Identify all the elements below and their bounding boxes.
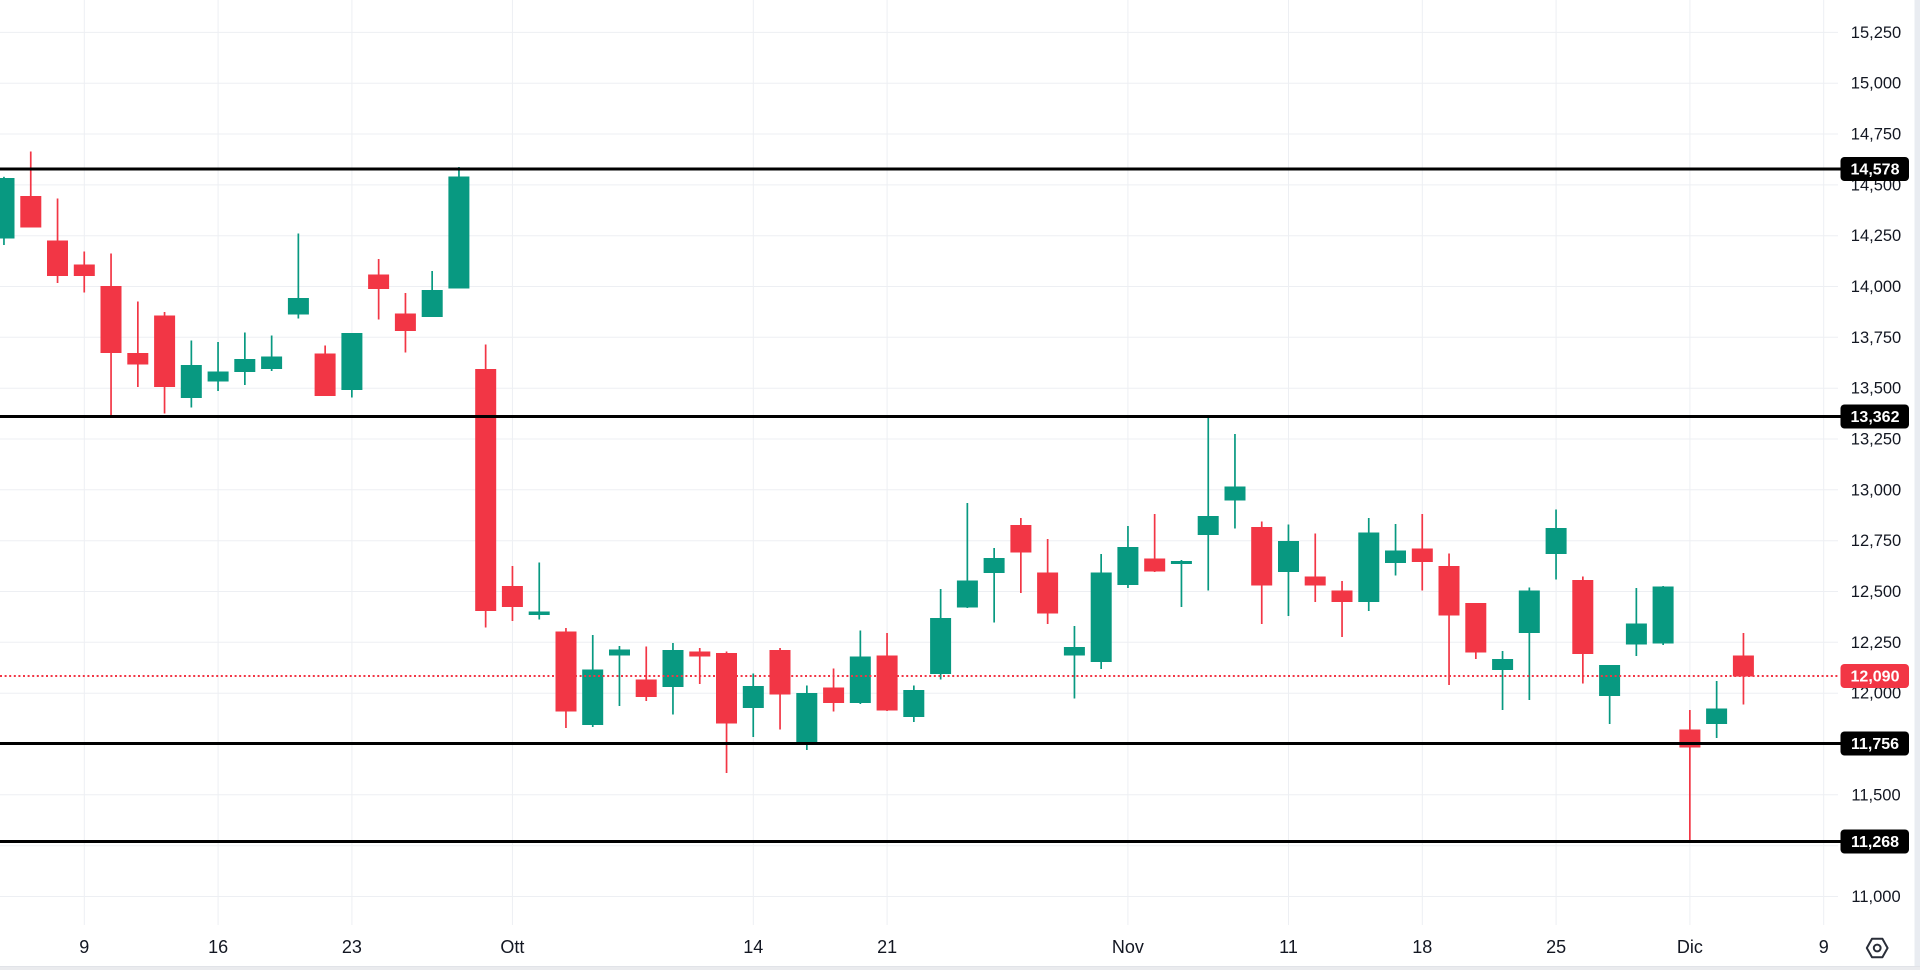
svg-text:14,750: 14,750	[1851, 126, 1901, 144]
svg-text:13,750: 13,750	[1851, 329, 1901, 347]
svg-text:23: 23	[342, 937, 362, 957]
svg-text:9: 9	[1819, 937, 1829, 957]
svg-text:14,578: 14,578	[1851, 162, 1900, 179]
svg-text:12,250: 12,250	[1851, 634, 1901, 652]
svg-text:14,000: 14,000	[1851, 278, 1901, 296]
svg-text:Nov: Nov	[1112, 937, 1144, 957]
svg-text:13,500: 13,500	[1851, 380, 1901, 398]
svg-text:14: 14	[743, 937, 763, 957]
svg-text:12,500: 12,500	[1851, 583, 1901, 601]
svg-text:25: 25	[1546, 937, 1566, 957]
svg-text:11,268: 11,268	[1851, 834, 1899, 851]
svg-text:11: 11	[1279, 937, 1298, 957]
svg-text:11,756: 11,756	[1851, 736, 1899, 753]
svg-text:15,250: 15,250	[1851, 24, 1901, 42]
svg-text:12,750: 12,750	[1851, 532, 1901, 550]
svg-text:11,500: 11,500	[1851, 786, 1900, 804]
svg-text:11,000: 11,000	[1851, 888, 1900, 906]
svg-text:9: 9	[79, 937, 89, 957]
svg-text:21: 21	[877, 937, 897, 957]
svg-text:Ott: Ott	[500, 937, 524, 957]
svg-text:16: 16	[208, 937, 228, 957]
svg-text:15,000: 15,000	[1851, 75, 1901, 93]
svg-text:12,090: 12,090	[1851, 669, 1900, 686]
svg-text:13,250: 13,250	[1851, 431, 1901, 449]
svg-text:18: 18	[1412, 937, 1432, 957]
svg-text:Dic: Dic	[1677, 937, 1703, 957]
svg-text:13,000: 13,000	[1851, 481, 1901, 499]
svg-text:13,362: 13,362	[1851, 409, 1900, 426]
svg-text:14,250: 14,250	[1851, 227, 1901, 245]
